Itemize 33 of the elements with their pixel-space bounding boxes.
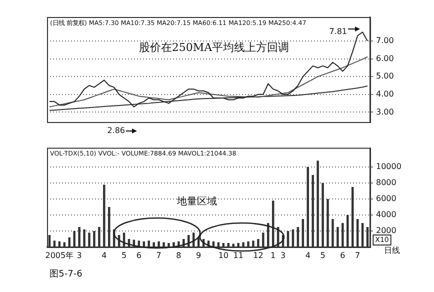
annotation: 地量区域 [176, 196, 217, 208]
x-tick-label: 4 [305, 250, 310, 260]
y-tick-label: 3.00 [376, 107, 394, 116]
y-tick-label: 7.00 [376, 36, 394, 46]
y-tick-label: 8000 [376, 178, 396, 188]
y-tick-label: 4.00 [376, 89, 394, 98]
y-tick-label: 2000 [376, 226, 396, 236]
x-tick-label: 1 [270, 250, 276, 260]
x-tick-label: 11 [233, 250, 244, 260]
text: 2.86 [107, 126, 125, 136]
x-tick-label: 9 [196, 250, 202, 260]
y-tick-label: 10000 [376, 162, 402, 172]
x-tick-label: 10 [218, 250, 228, 260]
x-tick-label: 6 [340, 250, 346, 260]
x-tick-label: 2005年 [45, 250, 74, 260]
x-tick-label: 4 [102, 250, 107, 260]
caption: 图5-7-6 [50, 269, 83, 280]
x-tick-label: 7 [355, 250, 360, 260]
y-tick-label: 4000 [376, 210, 396, 220]
x-tick-label: 12 [253, 250, 264, 260]
y-tick-label: 6.00 [376, 54, 394, 63]
x-tick-label: 7 [156, 250, 162, 260]
annotation: 股价在250MA平均线上方回调 [138, 40, 290, 54]
annotation: 7.81 [329, 27, 347, 36]
x-tick-label: 6 [136, 250, 142, 260]
x-tick-label: 3 [280, 250, 286, 260]
y-tick-label: 6000 [376, 194, 396, 204]
x-tick-label: 5 [121, 250, 127, 260]
y-tick-label: 5.00 [376, 72, 394, 81]
x-tick-label: 3 [76, 250, 82, 260]
text: 日线 [384, 246, 400, 256]
x-tick-label: 5 [320, 250, 326, 260]
x-tick-label: 8 [176, 250, 182, 260]
